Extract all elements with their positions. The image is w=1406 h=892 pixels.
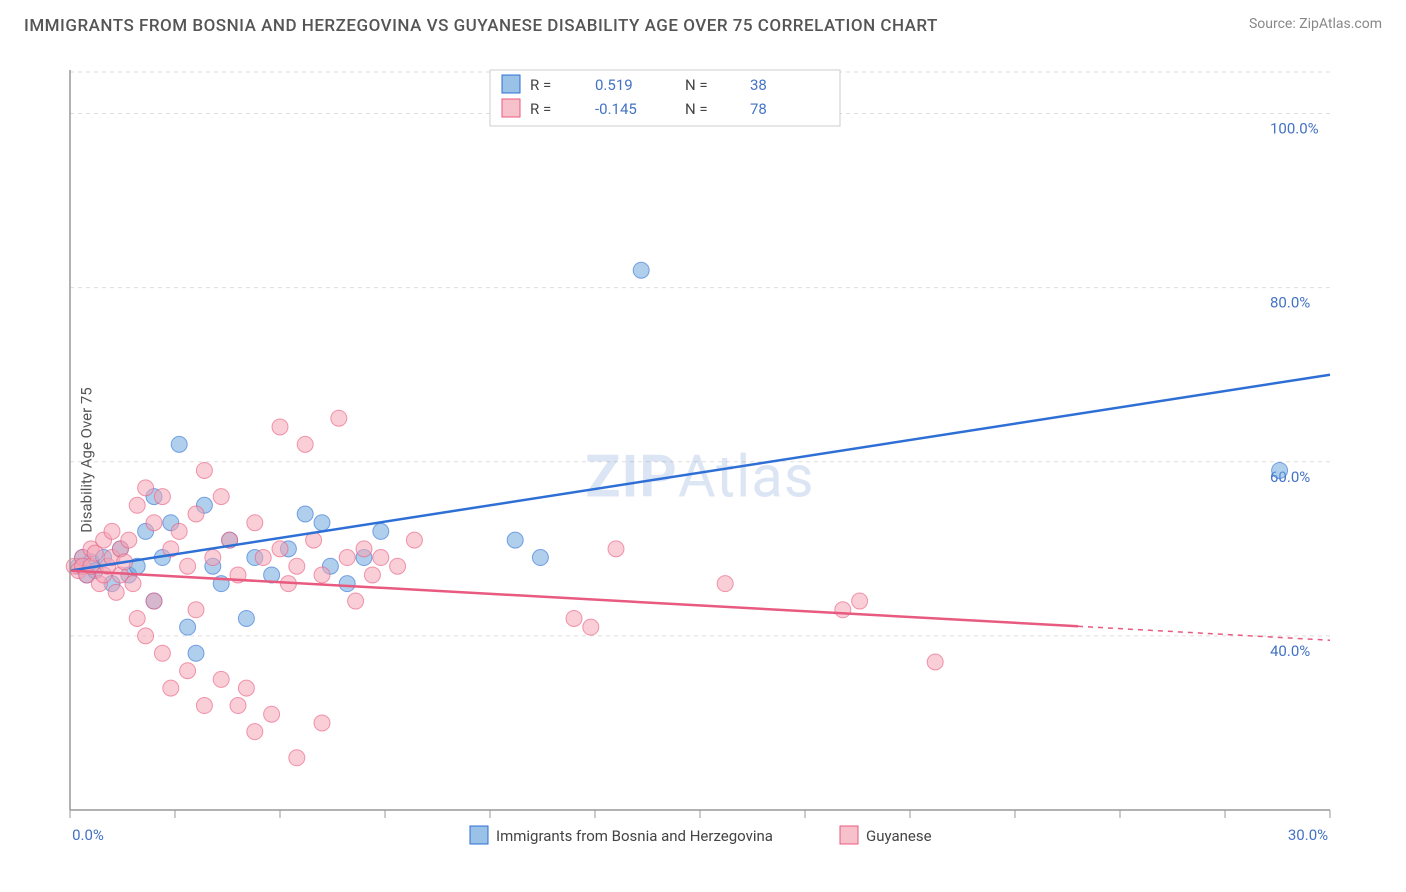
scatter-point-guyanese: [390, 558, 406, 574]
scatter-point-guyanese: [247, 515, 263, 531]
scatter-point-guyanese: [331, 410, 347, 426]
y-tick-label: 40.0%: [1270, 642, 1310, 660]
scatter-point-guyanese: [171, 523, 187, 539]
y-tick-label: 100.0%: [1270, 120, 1319, 138]
source-label: Source:: [1249, 16, 1299, 32]
scatter-point-guyanese: [272, 541, 288, 557]
scatter-point-guyanese: [255, 550, 271, 566]
scatter-point-guyanese: [163, 680, 179, 696]
legend-swatch-bosnia: [502, 75, 520, 93]
legend-n-label: N =: [685, 100, 708, 118]
scatter-point-bosnia: [314, 515, 330, 531]
scatter-point-guyanese: [339, 550, 355, 566]
scatter-point-guyanese: [356, 541, 372, 557]
legend-r-value-guyanese: -0.145: [595, 100, 637, 118]
scatter-point-guyanese: [146, 593, 162, 609]
scatter-point-guyanese: [608, 541, 624, 557]
scatter-point-guyanese: [264, 706, 280, 722]
x-tick-label: 30.0%: [1288, 826, 1328, 844]
scatter-point-guyanese: [289, 750, 305, 766]
chart-title: IMMIGRANTS FROM BOSNIA AND HERZEGOVINA V…: [24, 16, 938, 36]
scatter-point-bosnia: [339, 576, 355, 592]
scatter-point-bosnia: [633, 262, 649, 278]
scatter-point-guyanese: [188, 506, 204, 522]
scatter-point-guyanese: [196, 462, 212, 478]
source-link[interactable]: ZipAtlas.com: [1299, 16, 1382, 32]
bottom-legend-swatch-bosnia: [470, 826, 488, 844]
scatter-point-guyanese: [146, 515, 162, 531]
scatter-point-guyanese: [205, 550, 221, 566]
regression-line-guyanese-dashed: [1078, 626, 1330, 640]
scatter-point-guyanese: [138, 628, 154, 644]
scatter-point-bosnia: [532, 550, 548, 566]
scatter-point-bosnia: [1272, 462, 1288, 478]
scatter-point-guyanese: [180, 663, 196, 679]
scatter-point-guyanese: [314, 715, 330, 731]
scatter-point-bosnia: [188, 645, 204, 661]
scatter-point-bosnia: [238, 610, 254, 626]
scatter-point-guyanese: [717, 576, 733, 592]
scatter-point-guyanese: [272, 419, 288, 435]
scatter-point-guyanese: [196, 698, 212, 714]
legend-r-label: R =: [530, 100, 551, 118]
y-tick-label: 80.0%: [1270, 294, 1310, 312]
scatter-point-guyanese: [230, 698, 246, 714]
scatter-point-guyanese: [583, 619, 599, 635]
scatter-point-guyanese: [927, 654, 943, 670]
scatter-chart: 40.0%60.0%80.0%100.0%ZIPAtlas0.0%30.0%R …: [50, 60, 1370, 860]
scatter-point-guyanese: [129, 610, 145, 626]
source-attribution: Source: ZipAtlas.com: [1249, 16, 1382, 32]
scatter-point-guyanese: [852, 593, 868, 609]
scatter-point-guyanese: [104, 523, 120, 539]
scatter-point-guyanese: [566, 610, 582, 626]
scatter-point-guyanese: [348, 593, 364, 609]
scatter-point-guyanese: [297, 436, 313, 452]
bottom-legend-label-guyanese: Guyanese: [866, 827, 932, 845]
legend-r-value-bosnia: 0.519: [595, 76, 633, 94]
scatter-point-bosnia: [171, 436, 187, 452]
scatter-point-guyanese: [213, 671, 229, 687]
legend-r-label: R =: [530, 76, 551, 94]
scatter-point-guyanese: [406, 532, 422, 548]
scatter-point-guyanese: [138, 480, 154, 496]
scatter-point-bosnia: [180, 619, 196, 635]
watermark: ZIPAtlas: [585, 444, 814, 512]
scatter-point-guyanese: [154, 645, 170, 661]
bottom-legend-label-bosnia: Immigrants from Bosnia and Herzegovina: [496, 827, 773, 845]
scatter-point-guyanese: [154, 489, 170, 505]
scatter-point-guyanese: [314, 567, 330, 583]
scatter-point-guyanese: [247, 724, 263, 740]
scatter-point-guyanese: [364, 567, 380, 583]
scatter-point-guyanese: [835, 602, 851, 618]
scatter-point-guyanese: [121, 532, 137, 548]
scatter-point-bosnia: [297, 506, 313, 522]
scatter-point-guyanese: [188, 602, 204, 618]
scatter-point-bosnia: [373, 523, 389, 539]
legend-swatch-guyanese: [502, 99, 520, 117]
scatter-point-bosnia: [507, 532, 523, 548]
scatter-point-guyanese: [108, 584, 124, 600]
scatter-point-guyanese: [125, 576, 141, 592]
scatter-point-guyanese: [238, 680, 254, 696]
regression-line-bosnia: [70, 375, 1330, 571]
scatter-point-guyanese: [289, 558, 305, 574]
scatter-point-guyanese: [213, 489, 229, 505]
chart-container: Disability Age Over 75 40.0%60.0%80.0%10…: [50, 60, 1370, 860]
bottom-legend-swatch-guyanese: [840, 826, 858, 844]
y-axis-label: Disability Age Over 75: [78, 387, 96, 532]
scatter-point-guyanese: [129, 497, 145, 513]
legend-n-label: N =: [685, 76, 708, 94]
scatter-point-guyanese: [373, 550, 389, 566]
scatter-point-guyanese: [180, 558, 196, 574]
x-tick-label: 0.0%: [72, 826, 104, 844]
legend-n-value-guyanese: 78: [750, 100, 767, 118]
legend-n-value-bosnia: 38: [750, 76, 767, 94]
